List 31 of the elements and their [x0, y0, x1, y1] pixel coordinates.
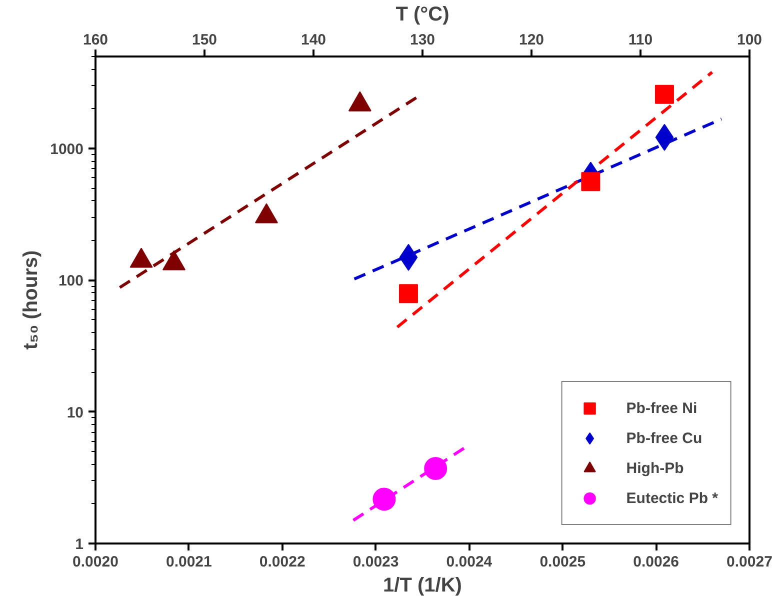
- y-tick-label: 1: [75, 536, 84, 553]
- x-tick-label: 0.0021: [166, 554, 212, 570]
- x-tick-label: 0.0025: [540, 554, 586, 570]
- x-axis-title: 1/T (1/K): [383, 574, 462, 596]
- x-tick-label: 0.0027: [726, 554, 772, 570]
- x2-tick-label: 120: [518, 32, 544, 48]
- legend-label: High-Pb: [626, 460, 684, 476]
- x2-tick-label: 160: [82, 32, 108, 48]
- x2-tick-label: 150: [192, 32, 218, 48]
- point: [654, 84, 674, 104]
- legend-label: Eutectic Pb *: [626, 490, 718, 506]
- x-tick-label: 0.0026: [633, 554, 680, 570]
- y-tick-label: 100: [58, 272, 84, 290]
- x2-tick-label: 100: [736, 32, 762, 48]
- point: [398, 284, 418, 304]
- y-axis-title: t₅₀ (hours): [20, 250, 42, 350]
- x2-axis-title: T (°C): [396, 4, 450, 26]
- y-tick-label: 1000: [50, 141, 84, 158]
- x2-tick-label: 110: [628, 32, 653, 48]
- legend-label: Pb-free Ni: [626, 400, 698, 416]
- y-tick-label: 10: [66, 404, 84, 422]
- x2-tick-label: 130: [410, 32, 436, 48]
- x2-tick-label: 140: [300, 32, 326, 48]
- x-tick-label: 0.0024: [446, 554, 493, 570]
- x-tick-label: 0.0022: [259, 554, 306, 570]
- legend-label: Pb-free Cu: [626, 430, 702, 446]
- point: [372, 488, 396, 511]
- point: [581, 172, 600, 192]
- x-tick-label: 0.0020: [72, 554, 118, 570]
- point: [424, 457, 448, 480]
- x-tick-label: 0.0023: [352, 554, 399, 570]
